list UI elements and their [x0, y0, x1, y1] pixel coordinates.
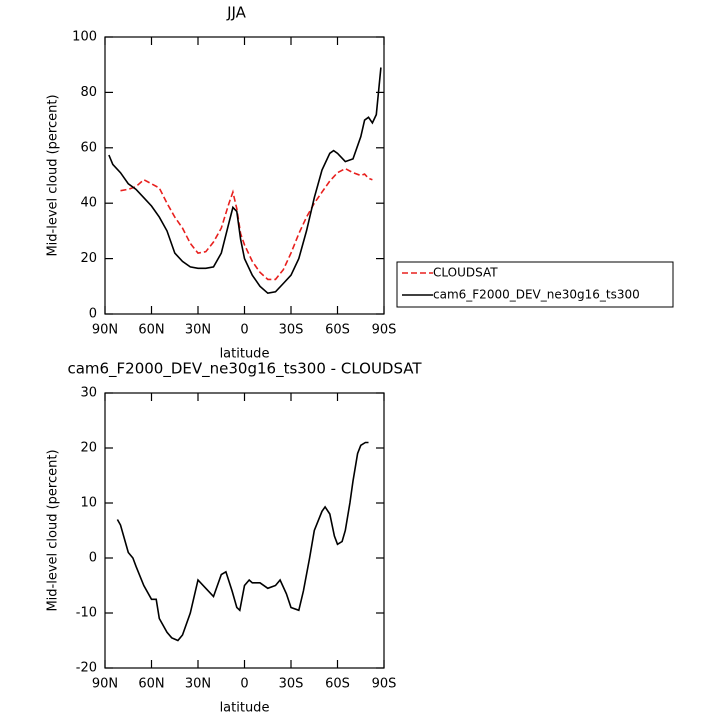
- x-axis-label: latitude: [220, 347, 270, 362]
- series-line: [120, 167, 373, 281]
- series-line: [116, 441, 369, 642]
- y-tick-label: -20: [76, 661, 97, 676]
- y-tick-label: 40: [80, 196, 97, 211]
- y-axis-label: Mid-level cloud (percent): [46, 449, 61, 611]
- x-axis-label: latitude: [220, 701, 270, 716]
- x-tick-label: 90N: [92, 323, 118, 338]
- x-tick-label: 30N: [185, 323, 211, 338]
- y-tick-label: 20: [80, 251, 97, 266]
- x-tick-label: 90S: [372, 677, 397, 692]
- y-tick-label: 0: [89, 307, 97, 322]
- y-axis-label: Mid-level cloud (percent): [46, 94, 61, 256]
- legend-label: CLOUDSAT: [433, 266, 498, 280]
- x-tick-label: 90N: [92, 677, 118, 692]
- x-tick-label: 30S: [279, 323, 304, 338]
- legend-box: [396, 261, 674, 308]
- x-tick-label: 60N: [138, 677, 164, 692]
- x-tick-label: 90S: [372, 323, 397, 338]
- y-tick-label: 80: [80, 85, 97, 100]
- x-tick-label: 0: [240, 677, 248, 692]
- y-tick-label: 0: [89, 551, 97, 566]
- x-tick-label: 30N: [185, 677, 211, 692]
- y-tick-label: -10: [76, 606, 97, 621]
- x-tick-label: 60N: [138, 323, 164, 338]
- y-tick-label: 30: [80, 386, 97, 401]
- y-tick-label: 100: [72, 30, 97, 45]
- chart-title: cam6_F2000_DEV_ne30g16_ts300 - CLOUDSAT: [67, 360, 422, 379]
- y-tick-label: 20: [80, 441, 97, 456]
- x-tick-label: 0: [240, 323, 248, 338]
- x-tick-label: 60S: [325, 323, 350, 338]
- plot-frame: [104, 392, 385, 669]
- legend-label: cam6_F2000_DEV_ne30g16_ts300: [433, 288, 640, 302]
- x-tick-label: 60S: [325, 677, 350, 692]
- y-tick-label: 10: [80, 496, 97, 511]
- series-line: [108, 67, 382, 295]
- y-tick-label: 60: [80, 140, 97, 155]
- plot-frame: [104, 36, 385, 315]
- chart-title: JJA: [226, 4, 247, 22]
- x-tick-label: 30S: [279, 677, 304, 692]
